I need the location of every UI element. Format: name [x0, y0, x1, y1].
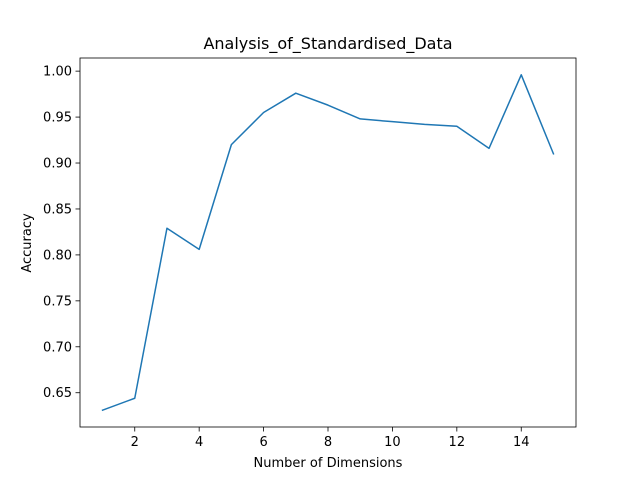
x-tick-label: 8: [324, 435, 332, 450]
data-point: [295, 92, 297, 94]
x-tick-label: 10: [384, 435, 401, 450]
y-tick-label: 1.00: [43, 65, 72, 80]
data-point: [521, 74, 523, 76]
data-point: [166, 228, 168, 230]
x-axis-label: Number of Dimensions: [254, 456, 403, 471]
y-tick-label: 0.80: [43, 248, 72, 263]
y-axis-ticks: 0.65 0.70 0.75 0.80 0.85 0.90 0.95 1.00: [43, 65, 80, 401]
y-tick-label: 0.70: [43, 340, 72, 355]
x-tick-label: 12: [449, 435, 466, 450]
data-point: [102, 409, 104, 411]
data-point: [134, 397, 136, 399]
data-point: [424, 124, 426, 126]
y-tick-label: 0.90: [43, 157, 72, 172]
data-point: [359, 118, 361, 120]
data-point: [327, 104, 329, 106]
data-point: [231, 144, 233, 146]
y-tick-label: 0.75: [43, 294, 72, 309]
y-axis-label: Accuracy: [20, 213, 35, 273]
data-point: [553, 153, 555, 155]
y-tick-label: 0.95: [43, 111, 72, 126]
data-point: [263, 112, 265, 114]
x-tick-label: 6: [259, 435, 267, 450]
y-tick-label: 0.85: [43, 202, 72, 217]
data-point: [488, 148, 490, 150]
data-point: [456, 126, 458, 128]
x-axis-ticks: 2 4 6 8 10 12 14: [131, 427, 530, 450]
y-tick-label: 0.65: [43, 386, 72, 401]
data-point: [392, 121, 394, 123]
x-tick-label: 4: [195, 435, 203, 450]
x-tick-label: 2: [131, 435, 139, 450]
chart-title: Analysis_of_Standardised_Data: [203, 34, 452, 54]
series-line-0: [101, 74, 555, 412]
data-point: [198, 249, 200, 251]
x-tick-label: 14: [513, 435, 530, 450]
